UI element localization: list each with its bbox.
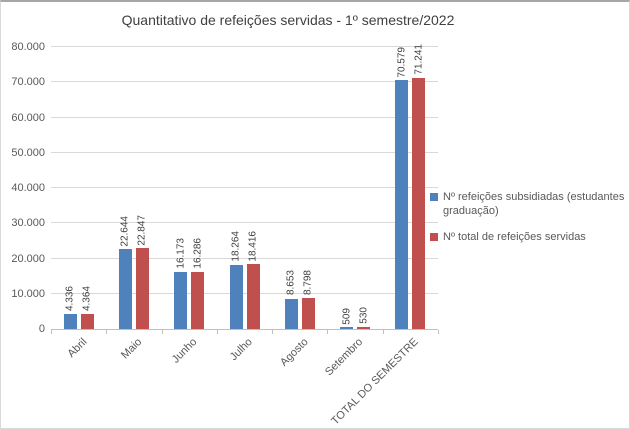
bar-total: 71.241	[412, 44, 426, 329]
x-axis-tick	[327, 330, 329, 334]
legend: Nº refeições subsidiadas (estudantes gra…	[430, 190, 628, 256]
bar-subsidiadas: 18.264	[229, 231, 243, 329]
bar-total: 8.798	[301, 270, 315, 329]
y-axis-tick-label: 40.000	[11, 182, 45, 194]
bar-total: 530	[357, 307, 371, 329]
x-axis-category-label: Setembro	[323, 336, 366, 379]
data-label: 530	[358, 307, 370, 325]
legend-swatch	[430, 233, 438, 241]
data-label: 22.644	[119, 215, 131, 247]
data-label: 18.416	[247, 230, 259, 262]
x-axis-tick	[216, 330, 218, 334]
bar-subsidiadas: 4.336	[63, 286, 77, 329]
x-axis-category-label: Agosto	[277, 336, 311, 369]
bar-total: 16.286	[191, 238, 205, 329]
x-axis-tick	[51, 330, 52, 334]
x-axis-category-label: Maio	[119, 336, 145, 362]
bar-total: 4.364	[80, 286, 94, 329]
gridline	[51, 46, 438, 47]
x-axis-tick	[382, 330, 384, 334]
bar-subsidiadas: 8.653	[284, 270, 298, 329]
bar-total: 22.847	[135, 215, 149, 329]
chart-title: Quantitativo de refeições servidas - 1º …	[121, 12, 455, 28]
data-label: 71.241	[413, 44, 425, 75]
data-label: 8.653	[285, 270, 297, 296]
x-axis-category-label: Abril	[65, 336, 90, 361]
x-axis-tick	[438, 330, 439, 334]
gridline	[51, 151, 438, 153]
gridline	[51, 187, 438, 188]
data-label: 4.364	[81, 285, 93, 311]
gridline	[51, 257, 438, 259]
data-label: 4.336	[64, 285, 76, 311]
bar-subsidiadas: 16.173	[174, 238, 188, 329]
legend-label: Nº total de refeições servidas	[443, 231, 586, 243]
gridline	[51, 81, 438, 83]
data-label: 70.579	[396, 46, 408, 78]
y-axis-tick-label: 50.000	[11, 146, 45, 159]
data-label: 8.798	[302, 269, 314, 295]
plot-area: 4.336 4.364 22.644 22.847 16.173 16.286 18.264…	[51, 44, 438, 330]
y-axis-tick-label: 30.000	[11, 217, 45, 230]
x-axis-tick	[161, 330, 163, 334]
y-axis-tick-label: 80.000	[11, 41, 45, 53]
y-axis-tick-label: 0	[38, 323, 45, 335]
x-axis-category-label: Julho	[227, 336, 255, 364]
y-axis-tick-label: 70.000	[11, 76, 45, 89]
data-label: 509	[341, 307, 353, 325]
legend-swatch	[430, 193, 438, 201]
legend-label: Nº refeições subsidiadas (estudantes gra…	[443, 191, 625, 217]
y-axis-tick-label: 10.000	[11, 287, 45, 300]
y-axis-tick-label: 20.000	[11, 252, 45, 265]
data-label: 16.286	[192, 238, 204, 269]
x-axis-category-label: Junho	[170, 336, 200, 366]
y-axis-tick-label: 60.000	[11, 111, 45, 124]
data-label: 18.264	[230, 231, 242, 262]
bar-subsidiadas: 509	[340, 308, 354, 329]
bar-subsidiadas: 70.579	[395, 47, 409, 329]
gridline	[51, 292, 438, 294]
gridline	[51, 116, 438, 118]
data-label: 22.847	[136, 214, 148, 246]
gridline	[51, 222, 438, 224]
x-axis-tick	[106, 330, 108, 334]
bar-total: 18.416	[246, 231, 260, 329]
data-label: 16.173	[175, 238, 187, 269]
x-axis-tick	[272, 330, 274, 334]
bar-subsidiadas: 22.644	[118, 216, 132, 329]
legend-item: Nº total de refeições servidas	[430, 230, 628, 244]
legend-item: Nº refeições subsidiadas (estudantes gra…	[430, 190, 628, 218]
